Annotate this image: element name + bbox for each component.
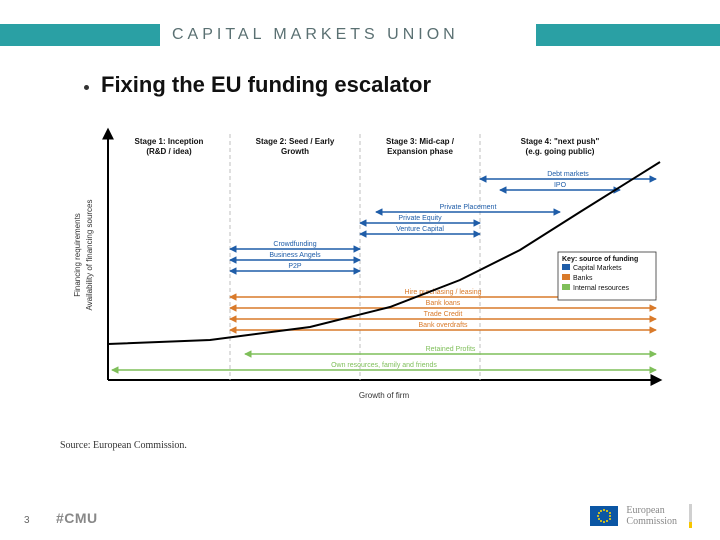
hashtag: #CMU	[56, 510, 98, 526]
legend-swatch	[562, 284, 570, 290]
stage-subtitle: Expansion phase	[387, 147, 453, 156]
chart-svg: Growth of firm Financing requirementsAvai…	[60, 112, 680, 432]
funding-bar-label: Private Placement	[440, 204, 497, 211]
funding-bar-label: Private Equity	[398, 215, 442, 222]
source-caption: Source: European Commission.	[60, 440, 187, 451]
funding-bar-label: P2P	[288, 263, 302, 270]
funding-bar-label: Own resources, family and friends	[331, 362, 437, 369]
funding-bar-label: Bank overdrafts	[418, 322, 468, 329]
page-number: 3	[24, 515, 30, 526]
funding-bar-label: Business Angels	[269, 252, 321, 259]
legend-item-label: Capital Markets	[573, 265, 622, 272]
legend-title: Key: source of funding	[562, 256, 638, 263]
x-axis-label: Growth of firm	[359, 391, 410, 400]
legend-swatch	[562, 264, 570, 270]
band-segment	[0, 24, 160, 46]
header-band: CAPITAL MARKETS UNION	[0, 24, 720, 46]
funding-bar-label: Retained Profits	[426, 346, 476, 353]
stage-title: Stage 2: Seed / Early	[256, 137, 335, 146]
funding-bar-label: Crowdfunding	[273, 241, 316, 248]
funding-bar-label: Debt markets	[547, 171, 589, 178]
funding-bar-label: Trade Credit	[424, 311, 463, 318]
eu-flag-icon	[590, 506, 618, 526]
funding-bar-label: IPO	[554, 182, 567, 189]
funding-bar-label: Hire purchasing / leasing	[404, 289, 481, 296]
stage-subtitle: Growth	[281, 147, 309, 156]
stage-title: Stage 4: "next push"	[521, 137, 600, 146]
legend-item-label: Internal resources	[573, 285, 630, 292]
footer: 3 #CMU European Commission	[0, 496, 720, 526]
ec-bar-icon	[689, 504, 692, 528]
y-axis-label-1: Financing requirements	[73, 213, 82, 297]
header-title: CAPITAL MARKETS UNION	[172, 24, 459, 46]
bullet-title-row: Fixing the EU funding escalator	[84, 72, 431, 98]
ec-text: European Commission	[626, 505, 677, 527]
y-axis-label-2: Availability of financing sources	[85, 199, 94, 310]
stage-title: Stage 3: Mid-cap /	[386, 137, 455, 146]
ec-line1: European	[626, 505, 677, 516]
bullet-dot-icon	[84, 85, 89, 90]
funding-bar-label: Bank loans	[426, 300, 461, 307]
stage-subtitle: (e.g. going public)	[526, 147, 595, 156]
stage-subtitle: (R&D / idea)	[146, 147, 192, 156]
slide-title: Fixing the EU funding escalator	[101, 72, 431, 98]
funding-escalator-chart: Growth of firm Financing requirementsAvai…	[60, 112, 680, 432]
ec-logo: European Commission	[590, 504, 692, 528]
ec-line2: Commission	[626, 516, 677, 527]
legend-item-label: Banks	[573, 275, 593, 282]
legend-swatch	[562, 274, 570, 280]
slide-root: CAPITAL MARKETS UNION Fixing the EU fund…	[0, 0, 720, 540]
stage-title: Stage 1: Inception	[135, 137, 204, 146]
funding-bar-label: Venture Capital	[396, 226, 444, 233]
band-segment	[536, 24, 720, 46]
